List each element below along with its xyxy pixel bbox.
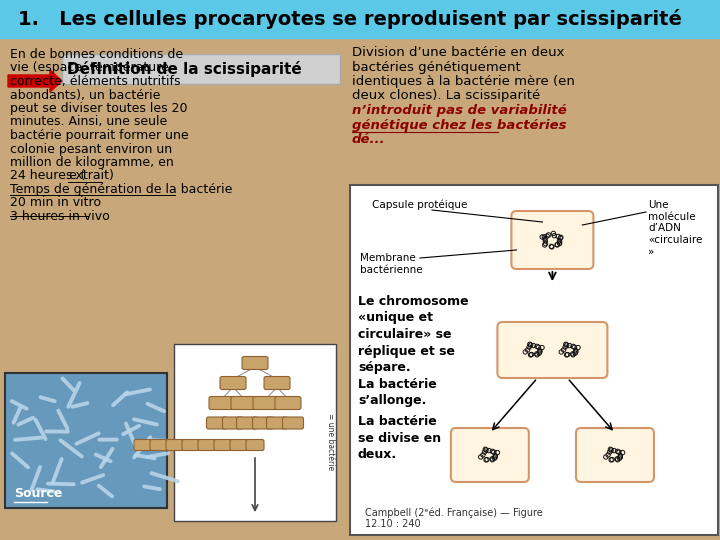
Text: En de bonnes conditions de: En de bonnes conditions de: [10, 48, 183, 61]
Text: abondants), un bactérie: abondants), un bactérie: [10, 89, 161, 102]
Text: Temps de génération de la bactérie: Temps de génération de la bactérie: [10, 183, 233, 196]
Text: bactérie pourrait former une: bactérie pourrait former une: [10, 129, 189, 142]
Polygon shape: [8, 70, 62, 92]
Text: 20 min in vitro: 20 min in vitro: [10, 197, 101, 210]
Text: deux clones). La scissiparité: deux clones). La scissiparité: [352, 90, 540, 103]
FancyBboxPatch shape: [198, 440, 216, 450]
Text: Le chromosome
«unique et
circulaire» se
réplique et se
sépare.
La bactérie
s’all: Le chromosome «unique et circulaire» se …: [358, 295, 469, 407]
FancyBboxPatch shape: [511, 211, 593, 269]
Text: n’introduit pas de variabilité: n’introduit pas de variabilité: [352, 104, 567, 117]
Text: Définition de la scissiparité: Définition de la scissiparité: [67, 61, 302, 77]
FancyBboxPatch shape: [231, 396, 257, 409]
FancyBboxPatch shape: [182, 440, 200, 450]
Text: Capsule protéique: Capsule protéique: [372, 200, 467, 211]
FancyBboxPatch shape: [214, 440, 232, 450]
FancyBboxPatch shape: [166, 440, 184, 450]
Polygon shape: [5, 373, 167, 508]
Text: minutes. Ainsi, une seule: minutes. Ainsi, une seule: [10, 116, 167, 129]
FancyBboxPatch shape: [350, 185, 718, 535]
FancyBboxPatch shape: [209, 396, 235, 409]
FancyBboxPatch shape: [220, 376, 246, 389]
FancyBboxPatch shape: [451, 428, 528, 482]
Text: colonie pesant environ un: colonie pesant environ un: [10, 143, 172, 156]
FancyBboxPatch shape: [576, 428, 654, 482]
FancyBboxPatch shape: [242, 356, 268, 369]
FancyBboxPatch shape: [282, 417, 304, 429]
FancyBboxPatch shape: [498, 322, 608, 378]
FancyBboxPatch shape: [253, 417, 274, 429]
Text: correcte, éléments nutritifs: correcte, éléments nutritifs: [10, 75, 181, 88]
FancyBboxPatch shape: [62, 54, 340, 84]
Text: bactéries génétiquement: bactéries génétiquement: [352, 60, 521, 73]
Text: vie (espace, température: vie (espace, température: [10, 62, 168, 75]
FancyBboxPatch shape: [222, 417, 243, 429]
FancyBboxPatch shape: [174, 344, 336, 521]
Text: Source: Source: [14, 487, 63, 500]
Text: 24 heures. (: 24 heures. (: [10, 170, 85, 183]
Text: La bactérie
se divise en
deux.: La bactérie se divise en deux.: [358, 415, 441, 461]
Text: Division d’une bactérie en deux: Division d’une bactérie en deux: [352, 46, 564, 59]
FancyBboxPatch shape: [134, 440, 152, 450]
FancyBboxPatch shape: [253, 396, 279, 409]
FancyBboxPatch shape: [230, 440, 248, 450]
Text: génétique chez les bactéries: génétique chez les bactéries: [352, 118, 567, 132]
Text: Campbell (2ᵉéd. Française) — Figure
12.10 : 240: Campbell (2ᵉéd. Française) — Figure 12.1…: [365, 507, 543, 529]
Text: dé...: dé...: [352, 133, 385, 146]
FancyBboxPatch shape: [207, 417, 228, 429]
Text: = une bactérie: = une bactérie: [325, 414, 335, 470]
FancyBboxPatch shape: [236, 417, 258, 429]
FancyBboxPatch shape: [264, 376, 290, 389]
Text: Une
molécule
d’ADN
«circulaire
»: Une molécule d’ADN «circulaire »: [648, 200, 703, 256]
FancyBboxPatch shape: [275, 396, 301, 409]
Text: 1.   Les cellules procaryotes se reproduisent par scissiparité: 1. Les cellules procaryotes se reproduis…: [18, 9, 682, 29]
FancyBboxPatch shape: [150, 440, 168, 450]
FancyBboxPatch shape: [246, 440, 264, 450]
Text: Membrane
bactérienne: Membrane bactérienne: [360, 253, 423, 275]
Text: peut se diviser toutes les 20: peut se diviser toutes les 20: [10, 102, 187, 115]
Text: million de kilogramme, en: million de kilogramme, en: [10, 156, 174, 169]
Text: extrait): extrait): [68, 170, 114, 183]
Text: 3 heures in vivo: 3 heures in vivo: [10, 210, 109, 223]
FancyBboxPatch shape: [266, 417, 287, 429]
Text: identiques à la bactérie mère (en: identiques à la bactérie mère (en: [352, 75, 575, 88]
